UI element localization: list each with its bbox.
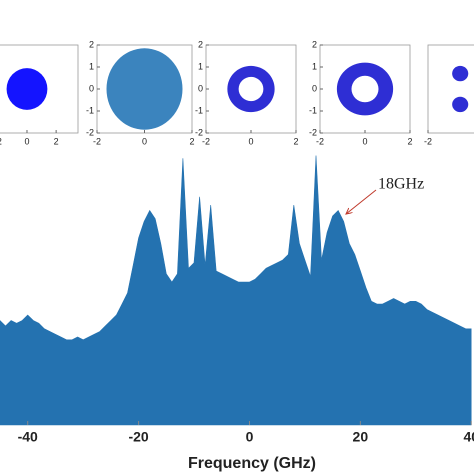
inset-x-tick-label: -2	[202, 136, 210, 146]
inset: -2 0 2 -2 -1 0 1 2	[86, 39, 195, 146]
inset-x-tick-label: 2	[293, 136, 298, 146]
annotation-arrow	[346, 189, 377, 214]
inset-y-tick-label: 0	[198, 83, 203, 93]
inset-y-tick-label: -2	[309, 127, 317, 137]
constellation-cluster	[6, 68, 48, 110]
inset: -2 0 2 -2 -1 0 1 2	[309, 39, 413, 146]
constellation-cluster	[452, 65, 469, 82]
inset-y-tick-label: -1	[86, 105, 94, 115]
x-tick-label: 20	[353, 429, 369, 445]
inset-frame	[319, 44, 411, 134]
x-tick-label: 40	[463, 429, 474, 445]
inset-frame	[427, 44, 474, 134]
inset-y-tick-label: -2	[195, 127, 203, 137]
inset-x-tick-label: -2	[0, 136, 2, 146]
inset-y-tick-label: 2	[89, 39, 94, 49]
inset-y-tick-label: -2	[86, 127, 94, 137]
inset-y-tick-label: 1	[89, 61, 94, 71]
inset-x-tick-label: -2	[93, 136, 101, 146]
inset-x-tick-label: 2	[189, 136, 194, 146]
inset: -2	[424, 44, 474, 146]
inset-x-tick-label: 0	[142, 136, 147, 146]
inset-y-tick-label: 1	[312, 61, 317, 71]
inset-y-tick-label: 0	[89, 83, 94, 93]
spectrum	[0, 155, 472, 426]
inset-frame	[205, 44, 297, 134]
x-axis-label: Frequency (GHz)	[188, 455, 316, 472]
inset-y-tick-label: -1	[309, 105, 317, 115]
inset-y-tick-label: 2	[198, 39, 203, 49]
constellation-cluster	[106, 48, 183, 130]
constellation-cluster	[336, 62, 394, 116]
plot-area: -40 -20 0 20 40	[0, 155, 474, 445]
inset-x-tick-label: -2	[424, 136, 432, 146]
inset-x-tick-label: 2	[407, 136, 412, 146]
x-tick-label: -40	[18, 429, 38, 445]
inset-y-tick-label: 1	[198, 61, 203, 71]
inset-y-tick-label: 0	[312, 83, 317, 93]
inset: -2 0 2 -2 -1 0 1 2	[195, 39, 299, 146]
inset-x-tick-label: -2	[316, 136, 324, 146]
inset-x-tick-label: 0	[248, 136, 253, 146]
constellation-cluster	[452, 96, 469, 113]
inset-x-tick-label: 0	[24, 136, 29, 146]
inset-x-tick-label: 2	[54, 136, 59, 146]
inset-x-tick-label: 0	[362, 136, 367, 146]
x-tick-label: -20	[128, 429, 148, 445]
x-tick-label: 0	[246, 429, 254, 445]
inset-y-tick-label: 2	[312, 39, 317, 49]
annotation: 18GHz	[378, 176, 424, 193]
inset: -2 0 2	[0, 44, 79, 146]
constellation-cluster	[227, 65, 275, 113]
inset-y-tick-label: -1	[195, 105, 203, 115]
